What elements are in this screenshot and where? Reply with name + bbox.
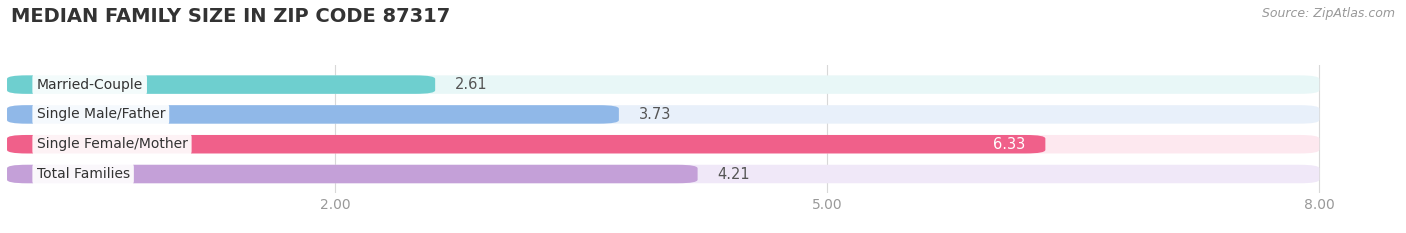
FancyBboxPatch shape xyxy=(7,75,434,94)
Text: Married-Couple: Married-Couple xyxy=(37,78,143,92)
Text: 4.21: 4.21 xyxy=(717,167,749,182)
FancyBboxPatch shape xyxy=(7,165,697,183)
FancyBboxPatch shape xyxy=(7,105,619,124)
FancyBboxPatch shape xyxy=(7,105,1319,124)
FancyBboxPatch shape xyxy=(7,135,1045,154)
Text: Total Families: Total Families xyxy=(37,167,129,181)
Text: Single Female/Mother: Single Female/Mother xyxy=(37,137,187,151)
Text: 6.33: 6.33 xyxy=(994,137,1025,152)
Text: Single Male/Father: Single Male/Father xyxy=(37,107,165,121)
FancyBboxPatch shape xyxy=(7,165,1319,183)
Text: Source: ZipAtlas.com: Source: ZipAtlas.com xyxy=(1261,7,1395,20)
Text: 2.61: 2.61 xyxy=(454,77,488,92)
Text: MEDIAN FAMILY SIZE IN ZIP CODE 87317: MEDIAN FAMILY SIZE IN ZIP CODE 87317 xyxy=(11,7,450,26)
FancyBboxPatch shape xyxy=(7,135,1319,154)
Text: 3.73: 3.73 xyxy=(638,107,671,122)
FancyBboxPatch shape xyxy=(7,75,1319,94)
